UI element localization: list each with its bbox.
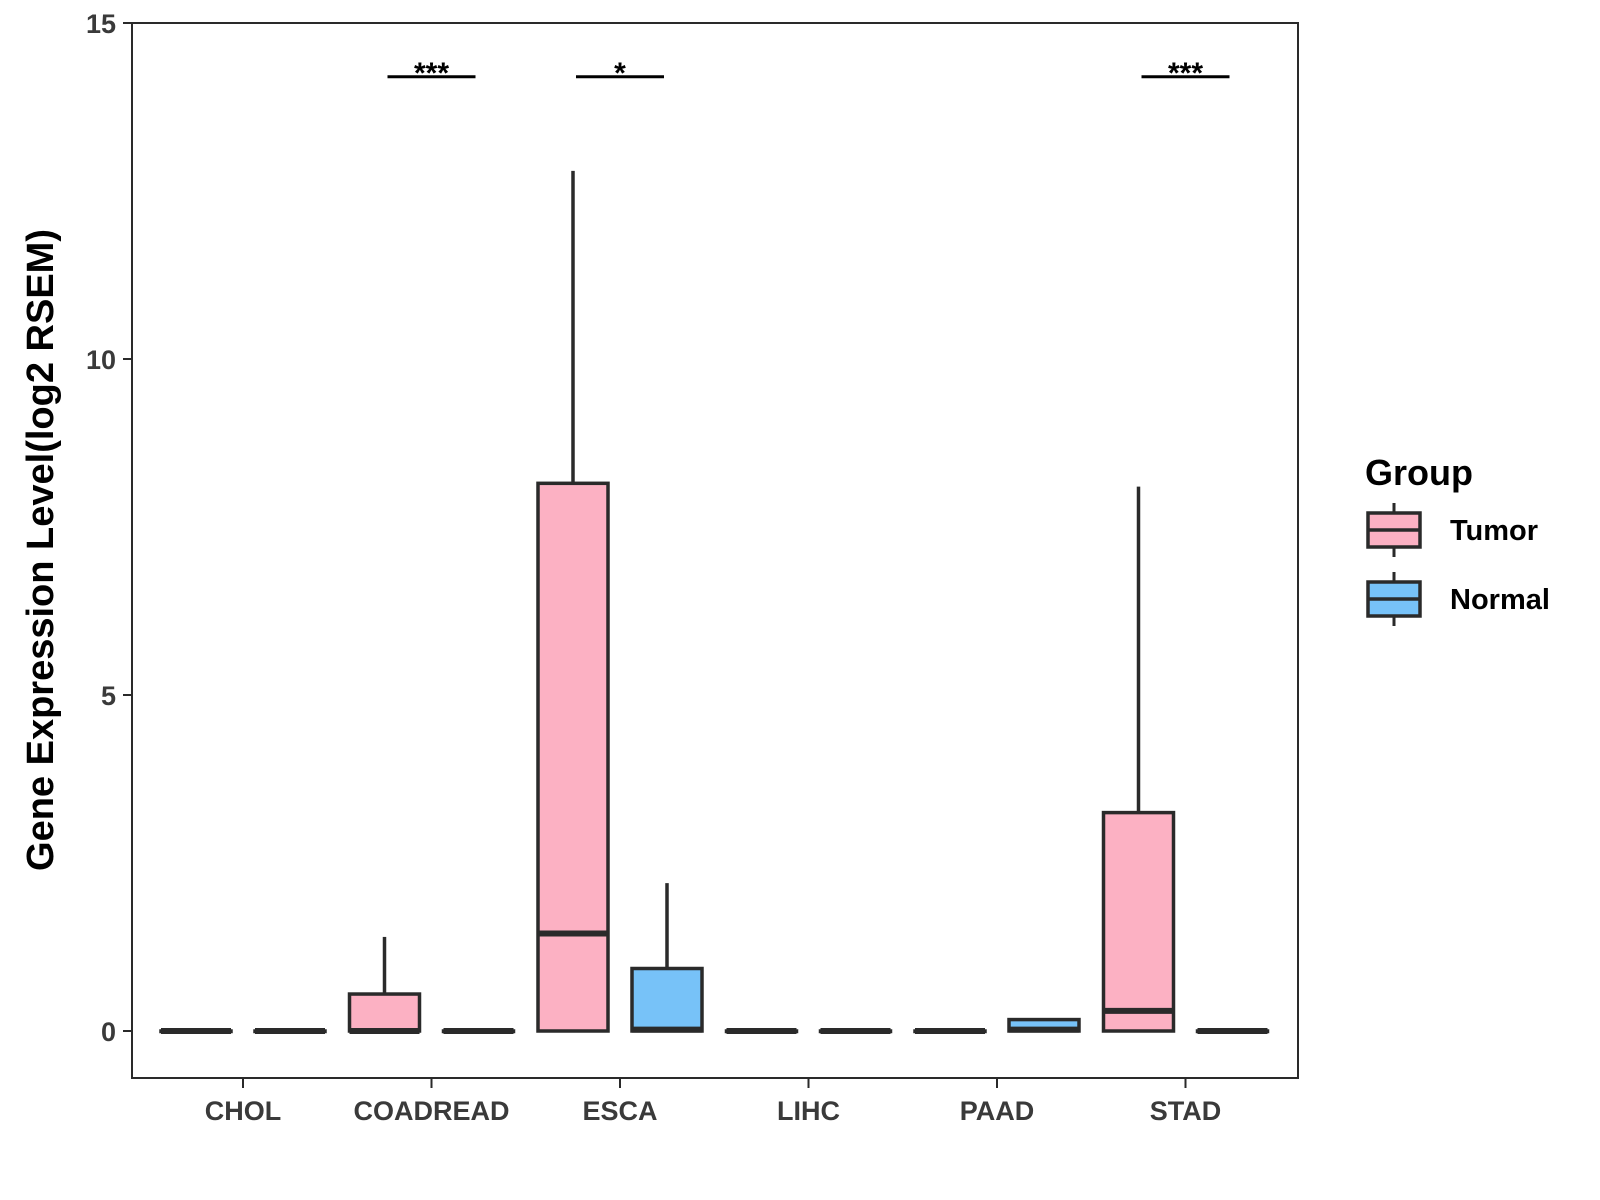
- y-tick-label: 10: [86, 345, 116, 375]
- box-tumor-lihc: [724, 1028, 799, 1034]
- box-body: [536, 481, 610, 1033]
- plot-panel-border: [131, 22, 1299, 1079]
- y-axis-title: Gene Expression Level(log2 RSEM): [20, 229, 62, 871]
- legend-item-normal: Normal: [1366, 572, 1550, 626]
- legend: Group Tumor Normal: [1365, 452, 1550, 626]
- significance-label: ***: [1168, 57, 1203, 90]
- y-tick-label: 15: [86, 9, 116, 39]
- boxes-layer: [159, 170, 1270, 1034]
- x-axis: CHOL COADREAD ESCA LIHC PAAD STAD: [205, 1078, 1222, 1126]
- significance-label: *: [614, 57, 626, 90]
- x-tick-label-coadread: COADREAD: [353, 1096, 509, 1126]
- box-normal-chol: [253, 1028, 327, 1034]
- legend-label-tumor: Tumor: [1450, 515, 1538, 547]
- x-tick-label-stad: STAD: [1150, 1096, 1222, 1126]
- y-tick-label: 5: [101, 681, 116, 711]
- x-tick-label-chol: CHOL: [205, 1096, 282, 1126]
- box-normal-lihc: [818, 1028, 893, 1034]
- legend-title: Group: [1365, 452, 1473, 493]
- significance-label: ***: [414, 57, 449, 90]
- box-normal-esca: [630, 883, 704, 1033]
- box-tumor-coadread: [347, 936, 422, 1034]
- y-axis: 0 5 10 15: [86, 9, 132, 1047]
- box-normal-stad: [1195, 1028, 1270, 1034]
- x-tick-label-paad: PAAD: [960, 1096, 1035, 1126]
- legend-item-tumor: Tumor: [1366, 503, 1538, 557]
- box-body: [1101, 810, 1176, 1033]
- box-tumor-esca: [536, 170, 610, 1033]
- box-tumor-chol: [159, 1028, 233, 1034]
- box-body: [630, 966, 704, 1033]
- box-tumor-stad: [1101, 486, 1176, 1033]
- box-tumor-paad: [913, 1028, 987, 1034]
- x-tick-label-lihc: LIHC: [777, 1096, 840, 1126]
- box-normal-paad: [1007, 1017, 1081, 1033]
- box-normal-coadread: [441, 1028, 516, 1034]
- legend-label-normal: Normal: [1450, 584, 1550, 616]
- significance-layer: *** * ***: [387, 57, 1230, 90]
- x-tick-label-esca: ESCA: [582, 1096, 657, 1126]
- y-tick-label: 0: [101, 1017, 116, 1047]
- box-body: [347, 992, 422, 1033]
